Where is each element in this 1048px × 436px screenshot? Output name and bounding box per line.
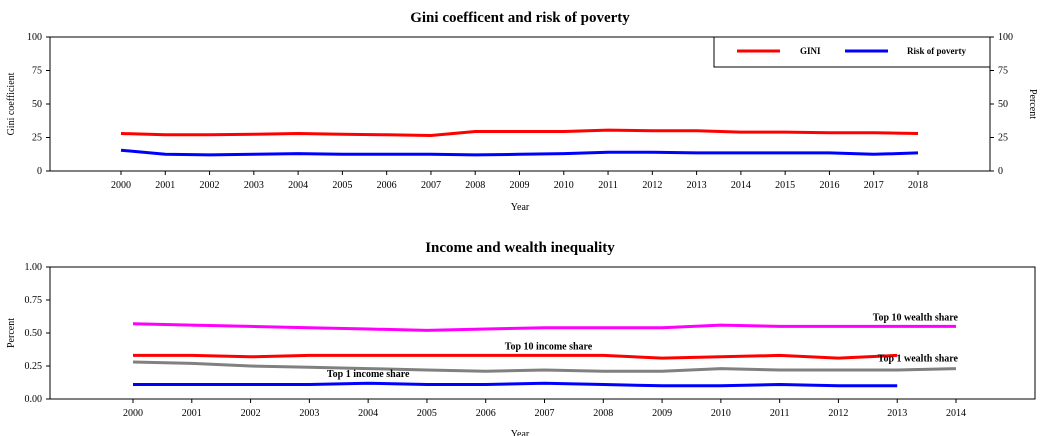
- chart-2-xtick-label: 2000: [123, 408, 143, 419]
- chart-2-ytick-label: 0.75: [25, 295, 43, 306]
- chart-1-xtick-label: 2007: [421, 180, 441, 191]
- chart-1-ytick-label: 25: [32, 133, 42, 144]
- chart-2-xtick-label: 2004: [358, 408, 378, 419]
- chart-1-xtick-label: 2010: [554, 180, 574, 191]
- chart-2-xtick-label: 2005: [417, 408, 437, 419]
- chart-2-ytick-label: 0.50: [25, 328, 43, 339]
- chart-2-xtick-label: 2003: [299, 408, 319, 419]
- chart-1-ylabel-right: Percent: [1027, 89, 1038, 119]
- chart-2-xtick-label: 2009: [652, 408, 672, 419]
- chart-1-xtick-label: 2015: [775, 180, 795, 191]
- chart-2-xtick-label: 2011: [770, 408, 790, 419]
- chart-2-series-line-top-1-income-share: [133, 381, 898, 388]
- chart-1-xtick-label: 2016: [819, 180, 839, 191]
- chart-1-ytick-label: 100: [27, 32, 42, 43]
- chart-1-xlabel: Year: [511, 202, 530, 213]
- chart-2-plot-frame: [49, 266, 1036, 400]
- chart-2-xtick-label: 2006: [476, 408, 496, 419]
- chart-1-legend-label-risk: Risk of poverty: [907, 46, 966, 56]
- chart-2-xtick-label: 2012: [828, 408, 848, 419]
- chart-2-xtick-label: 2001: [182, 408, 202, 419]
- chart-2-xlabel: Year: [511, 429, 530, 436]
- chart-1-ytick-label: 0: [37, 166, 42, 177]
- chart-1-series-line-gini: [120, 128, 919, 138]
- chart-1-ytick-right-label: 0: [998, 166, 1003, 177]
- chart-1-legend-label-gini: GINI: [800, 46, 821, 56]
- chart-2-xtick-label: 2002: [241, 408, 261, 419]
- chart-1-xtick-label: 2018: [908, 180, 928, 191]
- chart-1-xtick-label: 2002: [200, 180, 220, 191]
- chart-1-xtick-label: 2006: [377, 180, 397, 191]
- chart-1-xtick-label: 2008: [465, 180, 485, 191]
- chart-2-xtick-label: 2010: [711, 408, 731, 419]
- chart-1-xtick-label: 2009: [510, 180, 530, 191]
- chart-2-series-line-top-1-wealth-share: [132, 360, 957, 373]
- chart-1-xtick-label: 2012: [642, 180, 662, 191]
- chart-1-xtick-label: 2011: [598, 180, 618, 191]
- chart-2-xtick-label: 2008: [593, 408, 613, 419]
- chart-2-ylabel: Percent: [6, 318, 17, 348]
- chart-2-xtick-label: 2013: [887, 408, 907, 419]
- chart-2-label-top-1-income-share: Top 1 income share: [327, 369, 410, 380]
- chart-1-ytick-right-label: 100: [998, 32, 1013, 43]
- chart-2-series-line-top-10-wealth-share: [132, 322, 956, 332]
- chart-1-xtick-label: 2014: [731, 180, 751, 191]
- chart-1-ytick-label: 75: [32, 66, 42, 77]
- chart-1-ytick-right-label: 25: [998, 133, 1008, 144]
- chart-2-label-top-10-wealth-share: Top 10 wealth share: [873, 312, 959, 323]
- chart-2-xtick-label: 2014: [946, 408, 966, 419]
- chart-1-ylabel: Gini coefficient: [6, 72, 17, 135]
- chart-1-title: Gini coefficent and risk of poverty: [410, 10, 630, 26]
- chart-1-xtick-label: 2017: [864, 180, 884, 191]
- chart-1-xtick-label: 2004: [288, 180, 308, 191]
- chart-2-ytick-label: 1.00: [25, 262, 43, 273]
- chart-2-ytick-label: 0.00: [25, 394, 43, 405]
- chart-1-xtick-label: 2013: [687, 180, 707, 191]
- chart-1-ytick-label: 50: [32, 99, 42, 110]
- chart-2-label-top-10-income-share: Top 10 income share: [505, 341, 593, 352]
- chart-1-xtick-label: 2001: [155, 180, 175, 191]
- chart-1-ytick-right-label: 75: [998, 66, 1008, 77]
- chart-2-title: Income and wealth inequality: [425, 240, 615, 256]
- chart-2-series-line-top-10-income-share: [133, 353, 898, 360]
- chart-1-xtick-label: 2000: [111, 180, 131, 191]
- chart-2-xtick-label: 2007: [535, 408, 555, 419]
- chart-1-ytick-right-label: 50: [998, 99, 1008, 110]
- chart-1-xtick-label: 2005: [332, 180, 352, 191]
- chart-2-ytick-label: 0.25: [25, 361, 43, 372]
- chart-1-series-line-risk-of-poverty: [120, 148, 919, 157]
- chart-1-xtick-label: 2003: [244, 180, 264, 191]
- chart-2-label-top-1-wealth-share: Top 1 wealth share: [878, 353, 959, 364]
